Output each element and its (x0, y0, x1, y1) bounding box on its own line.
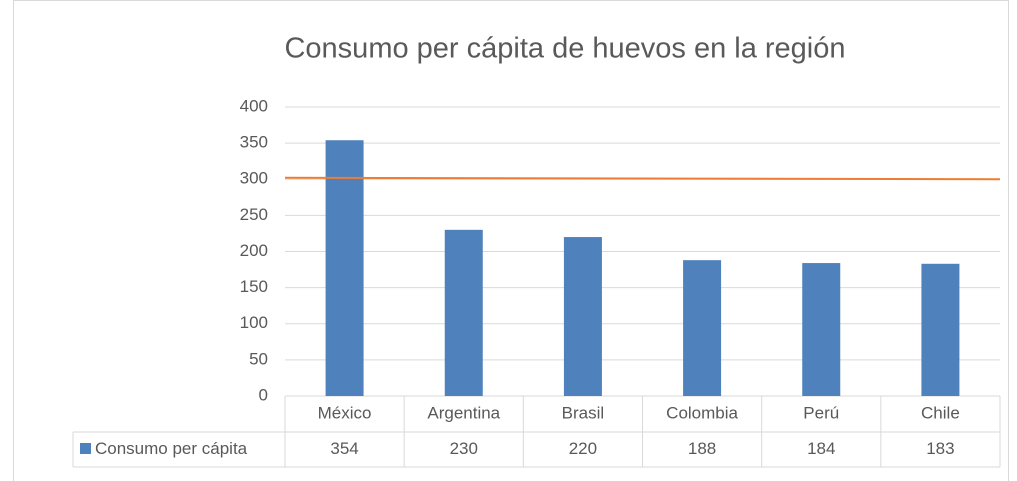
x-tick-label: Chile (921, 403, 960, 422)
chart-title: Consumo per cápita de huevos en la regió… (284, 33, 845, 65)
y-tick-label: 350 (240, 133, 268, 152)
y-tick-label: 150 (240, 277, 268, 296)
bar (683, 260, 722, 396)
bar (325, 140, 364, 396)
y-tick-label: 250 (240, 205, 268, 224)
bar (563, 237, 602, 396)
y-tick-label: 300 (240, 169, 268, 188)
bar (444, 229, 483, 396)
y-tick-label: 200 (240, 241, 268, 260)
legend-key (80, 443, 91, 454)
legend-label: Consumo per cápita (95, 439, 248, 458)
x-tick-label: Perú (803, 403, 839, 422)
x-tick-label: Brasil (562, 403, 605, 422)
data-table-value: 184 (807, 439, 835, 458)
reference-line (284, 176, 1001, 181)
y-tick-label: 100 (240, 313, 268, 332)
data-table-value: 188 (688, 439, 716, 458)
y-tick-label: 400 (240, 96, 268, 115)
y-tick-label: 50 (249, 349, 268, 368)
x-tick-label: Argentina (427, 403, 500, 422)
bar (921, 263, 960, 396)
bar (802, 263, 841, 396)
x-tick-label: Colombia (666, 403, 738, 422)
data-table-value: 220 (569, 439, 597, 458)
data-table-value: 230 (450, 439, 478, 458)
chart-border (13, 0, 1009, 481)
x-tick-label: México (318, 403, 372, 422)
data-table-value: 354 (330, 439, 358, 458)
data-table-value: 183 (926, 439, 954, 458)
y-tick-label: 0 (259, 385, 268, 404)
